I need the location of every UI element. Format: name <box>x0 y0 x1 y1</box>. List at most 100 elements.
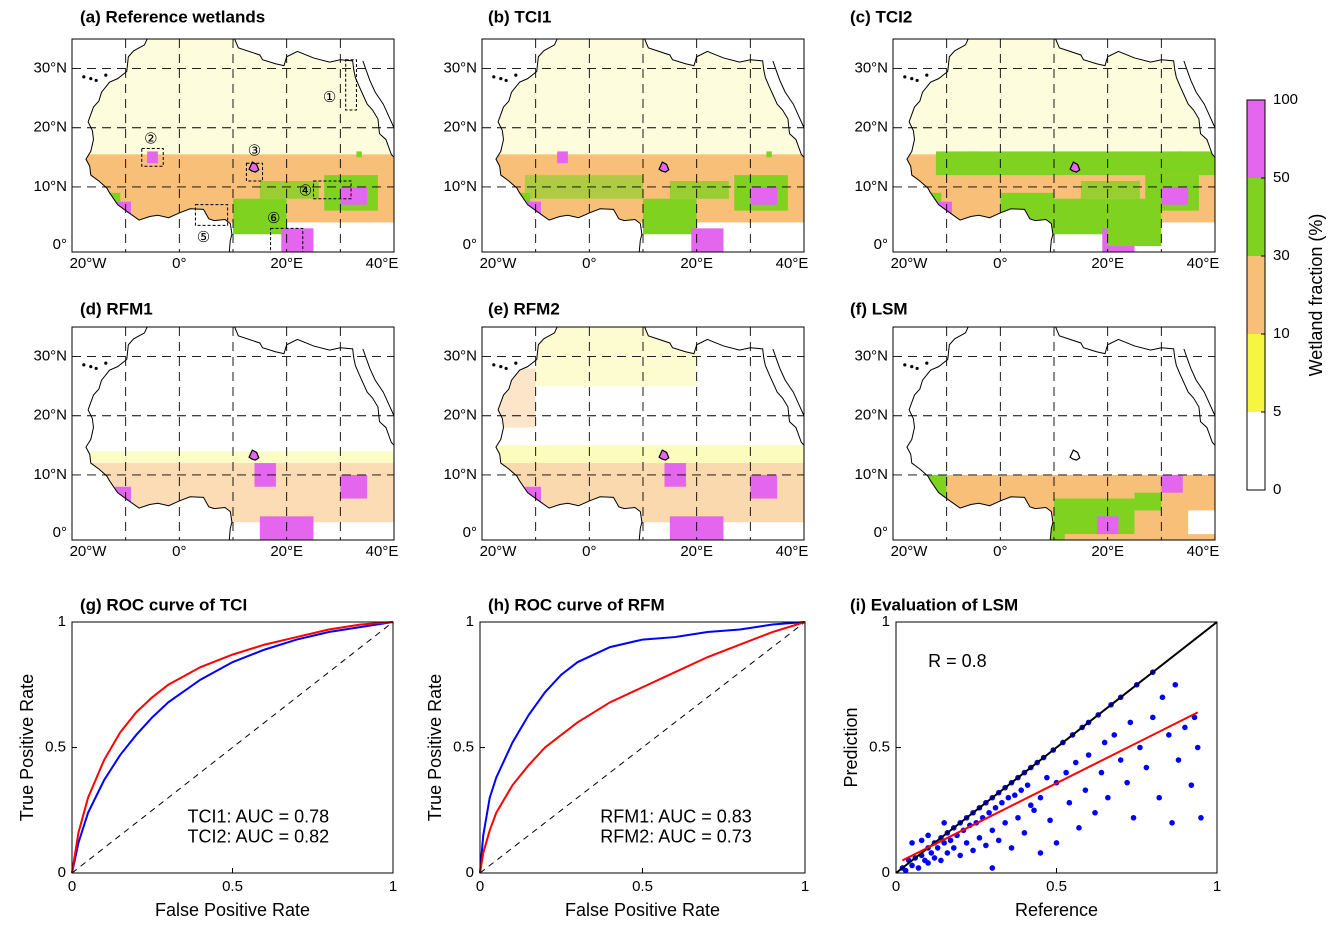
coastline <box>362 348 394 416</box>
x-tick-label: 40°E <box>1187 255 1220 272</box>
point <box>925 832 931 839</box>
island <box>94 78 98 83</box>
point <box>1172 681 1179 688</box>
legend-entry: TCI2: AUC = 0.82 <box>188 827 330 847</box>
coastline <box>906 39 1215 252</box>
reference-line <box>71 621 394 874</box>
point <box>1182 724 1188 731</box>
point <box>1156 794 1163 801</box>
island <box>492 363 496 367</box>
y-tick-label: 0.5 <box>869 738 890 755</box>
point <box>1137 744 1143 751</box>
coastline <box>85 39 394 252</box>
panel-title: (g) ROC curve of TCI <box>80 595 247 614</box>
region-label: ③ <box>248 142 261 159</box>
point <box>1117 757 1124 763</box>
y-tick-label: 10°N <box>33 466 67 483</box>
colorbar-frame <box>1246 99 1266 491</box>
lake-chad <box>658 161 670 173</box>
colorbar-tick-label: 10 <box>1273 325 1290 342</box>
point <box>1072 759 1079 766</box>
point <box>909 840 915 846</box>
wetland-patch <box>909 192 942 217</box>
x-axis-label: Reference <box>1015 900 1098 920</box>
wetland-patch <box>88 192 121 217</box>
x-tick-label: 20°E <box>270 255 303 272</box>
point <box>944 850 951 856</box>
wetland-patch <box>114 486 132 505</box>
point <box>1188 782 1195 788</box>
y-tick-label: 0.5 <box>45 738 66 755</box>
map-frame <box>892 38 1216 253</box>
wetland-patch <box>1054 198 1108 235</box>
wetland-patch <box>1107 198 1162 247</box>
y-tick-label: 20°N <box>443 119 477 136</box>
point <box>1098 769 1105 776</box>
y-tick-label: 30°N <box>443 60 477 77</box>
wetland-patch <box>147 151 158 164</box>
point <box>902 867 909 874</box>
point <box>989 865 996 871</box>
region-label: ④ <box>299 183 312 200</box>
island <box>89 365 93 369</box>
point <box>1101 739 1108 746</box>
y-tick-label: 30°N <box>854 60 888 77</box>
line <box>479 621 806 874</box>
y-tick-label: 0° <box>463 524 477 541</box>
wetland-patch <box>691 228 724 252</box>
island <box>504 78 508 83</box>
x-tick-label: 20°W <box>480 255 518 272</box>
point <box>1018 787 1024 793</box>
y-tick-label: 10°N <box>443 466 477 483</box>
point <box>1082 787 1089 793</box>
y-tick-label: 1 <box>882 613 890 630</box>
y-tick-label: 10°N <box>33 178 67 195</box>
y-tick-label: 0° <box>53 524 67 541</box>
wetland-patch <box>557 151 568 164</box>
point <box>976 835 983 841</box>
lake-chad <box>1069 449 1081 461</box>
point <box>1047 817 1053 824</box>
x-tick-label: 0° <box>993 543 1007 560</box>
wetland-patch <box>340 186 368 205</box>
coastline <box>906 327 1215 540</box>
panel-title: (d) RFM1 <box>80 299 153 318</box>
region-box <box>141 147 164 167</box>
wetland-patch <box>524 486 542 505</box>
island <box>910 365 914 369</box>
y-tick-label: 0 <box>466 864 474 881</box>
island <box>514 361 518 365</box>
y-tick-label: 0° <box>463 236 477 253</box>
point <box>931 855 938 861</box>
wetland-patch <box>750 474 778 499</box>
y-axis-label: True Positive Rate <box>17 674 37 821</box>
point <box>941 840 947 846</box>
x-tick-label: 40°E <box>776 543 809 560</box>
coastline <box>772 60 804 128</box>
colorbar-segment <box>1247 178 1265 256</box>
wetland-patch <box>495 445 804 464</box>
island <box>910 77 914 81</box>
point <box>1085 752 1092 758</box>
island <box>915 78 919 83</box>
point <box>1105 794 1111 801</box>
wetland-patch <box>524 175 643 199</box>
coastline <box>1183 60 1215 128</box>
map-frame <box>481 38 805 253</box>
panel-title: (h) ROC curve of RFM <box>488 595 665 614</box>
x-tick-label: 0° <box>993 255 1007 272</box>
wetland-patch <box>669 181 729 199</box>
point <box>938 857 944 864</box>
x-axis-label: False Positive Rate <box>565 900 720 920</box>
point <box>1092 809 1098 816</box>
point <box>925 860 931 866</box>
y-tick-label: 0° <box>874 524 888 541</box>
point <box>1159 694 1166 701</box>
map-frame <box>71 38 395 253</box>
colorbar-tick-label: 30 <box>1273 247 1290 264</box>
line <box>71 621 394 874</box>
x-tick-label: 20°E <box>1091 255 1124 272</box>
colorbar-tick-label: 0 <box>1273 481 1281 498</box>
island <box>903 75 907 79</box>
